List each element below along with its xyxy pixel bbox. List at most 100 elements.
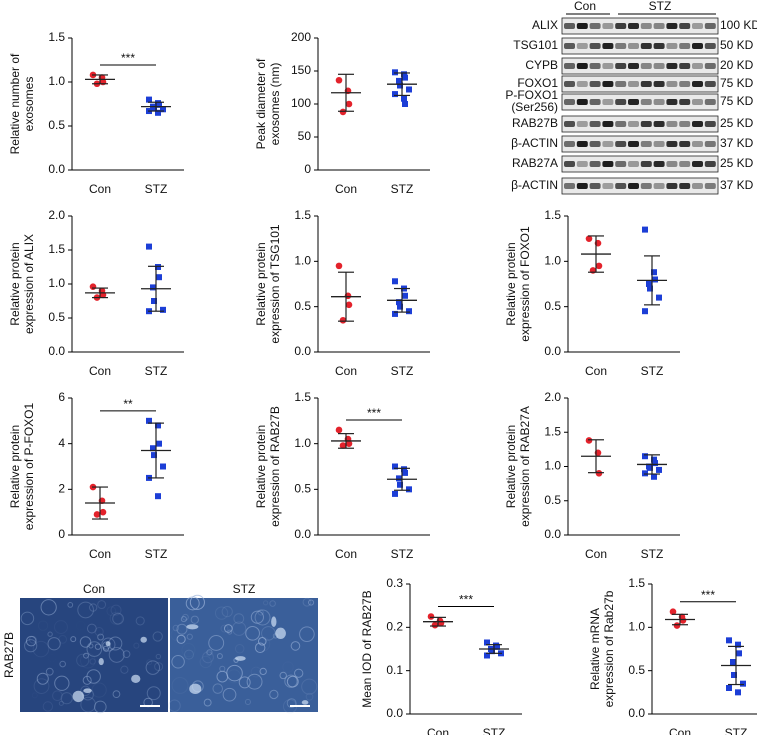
data-point (339, 108, 347, 116)
y-tick-label: 1.5 (48, 242, 65, 256)
histology-texture (88, 603, 98, 612)
blot-band (602, 121, 614, 127)
histology-texture (216, 670, 229, 683)
blot-band (692, 141, 703, 147)
histology-texture (33, 678, 50, 694)
y-tick-label: 0 (58, 527, 65, 541)
y-axis-label: Relative protein (504, 425, 518, 508)
y-tick-label: 1.0 (544, 254, 561, 268)
y-tick-label: 1.0 (48, 276, 65, 290)
histology-texture (302, 597, 312, 607)
histology-texture (206, 649, 213, 656)
histology-texture (305, 692, 314, 701)
data-point (642, 470, 648, 477)
blot-band (589, 23, 601, 29)
histology-lumen (83, 688, 92, 694)
data-point (93, 511, 101, 518)
histology-row-label: RAB27B (2, 632, 16, 678)
y-tick-label: 1.0 (294, 254, 311, 268)
data-point (335, 76, 343, 84)
histology-texture (120, 665, 129, 674)
blot-band (589, 121, 601, 127)
data-point (160, 306, 166, 313)
blot-band (615, 161, 627, 167)
blot-band (653, 121, 665, 127)
data-point (99, 508, 107, 516)
blot-band (564, 23, 575, 29)
histology-texture (220, 624, 229, 633)
blot-size-label: 25 KD (720, 116, 754, 130)
blot-band (602, 161, 614, 167)
data-point (156, 274, 162, 281)
blot-band (679, 43, 691, 49)
histology-texture (269, 600, 276, 607)
blot-strip (561, 135, 719, 153)
blot-row-label: TSG101 (513, 38, 558, 52)
blot-band (589, 99, 601, 105)
blot-band (704, 23, 716, 29)
histology-texture (32, 640, 50, 658)
blot-band (589, 141, 601, 147)
histology-column-label: STZ (233, 582, 256, 596)
histology-texture (101, 637, 116, 652)
y-tick-label: 0.5 (544, 493, 561, 507)
y-tick-label: 2.0 (48, 208, 65, 222)
data-point (397, 481, 403, 488)
histology-texture (112, 690, 121, 699)
histology-texture (190, 615, 199, 624)
histology-texture (86, 669, 101, 684)
histology-texture (301, 678, 318, 695)
data-point (401, 95, 407, 102)
blot-band (564, 183, 575, 189)
data-point (585, 437, 593, 444)
histology-lumen (186, 624, 199, 630)
histology-texture (205, 650, 212, 657)
data-point (402, 469, 408, 476)
histology-texture (29, 635, 37, 644)
histology-texture (82, 675, 92, 685)
blot-row-label: P-FOXO1 (505, 88, 558, 102)
blot-band (564, 63, 575, 69)
histology-texture (45, 667, 54, 676)
histology-texture (67, 602, 74, 608)
data-point (494, 643, 500, 650)
y-axis-label: expression of RAB27B (268, 406, 282, 527)
histology-texture (110, 604, 122, 616)
blot-band (615, 81, 627, 87)
blot-band (666, 141, 678, 147)
histology-texture (269, 689, 279, 700)
data-point (146, 243, 152, 250)
blot-band (628, 99, 639, 105)
blot-band (679, 81, 691, 87)
blot-size-label: 25 KD (720, 156, 754, 170)
histology-texture (299, 626, 315, 642)
blot-band (602, 63, 614, 69)
data-point (679, 617, 687, 624)
histology-texture (245, 625, 260, 641)
blot-strip (561, 115, 719, 133)
histology-lumen (234, 656, 246, 661)
blot-band (615, 63, 627, 69)
blot-band (628, 63, 639, 69)
x-tick-label: STZ (725, 726, 748, 735)
histology-texture (97, 600, 107, 609)
histology-texture (47, 631, 53, 637)
blot-band (704, 121, 716, 127)
blot-band (666, 63, 678, 69)
blot-band (692, 99, 703, 105)
histology-texture (40, 599, 57, 616)
histology-texture (112, 612, 124, 625)
data-point (406, 308, 412, 315)
data-point (146, 96, 152, 103)
y-tick-label: 0.5 (48, 118, 65, 132)
histology-texture (250, 610, 264, 624)
blot-band (640, 99, 652, 105)
y-axis-label: exosomes (22, 77, 36, 132)
histology-texture (145, 660, 161, 675)
data-point (396, 475, 402, 482)
histology-lumen (301, 700, 309, 705)
histology-texture (259, 667, 267, 676)
blot-band (666, 23, 678, 29)
histology-texture (54, 620, 68, 635)
blot-band (692, 63, 703, 69)
